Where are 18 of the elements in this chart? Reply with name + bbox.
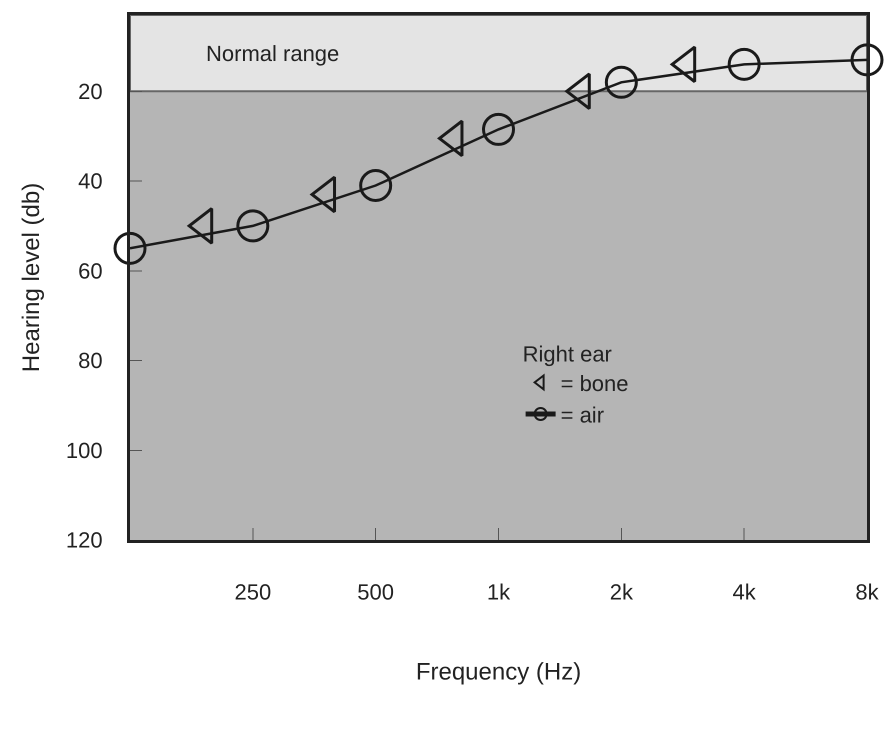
- legend-title: Right ear: [522, 342, 612, 367]
- y-tick-label: 120: [66, 528, 103, 553]
- band-label: Normal range: [206, 41, 340, 66]
- x-axis-title: Frequency (Hz): [416, 658, 582, 686]
- x-tick-label: 8k: [855, 579, 880, 604]
- x-tick-label: 1k: [486, 579, 512, 604]
- y-tick-label: 20: [78, 78, 103, 104]
- y-tick-label: 60: [78, 258, 103, 284]
- y-axis-title: Hearing level (db): [18, 182, 45, 372]
- legend-label: = bone: [560, 370, 629, 396]
- y-tick-label: 40: [78, 168, 103, 194]
- x-tick-label: 4k: [732, 579, 757, 604]
- x-tick-label: 500: [357, 579, 394, 604]
- x-tick-label: 250: [234, 579, 272, 604]
- x-tick-label: 2k: [610, 579, 634, 604]
- legend-label: = air: [560, 402, 604, 428]
- y-tick-label: 80: [78, 348, 103, 374]
- y-tick-label: 100: [66, 438, 103, 463]
